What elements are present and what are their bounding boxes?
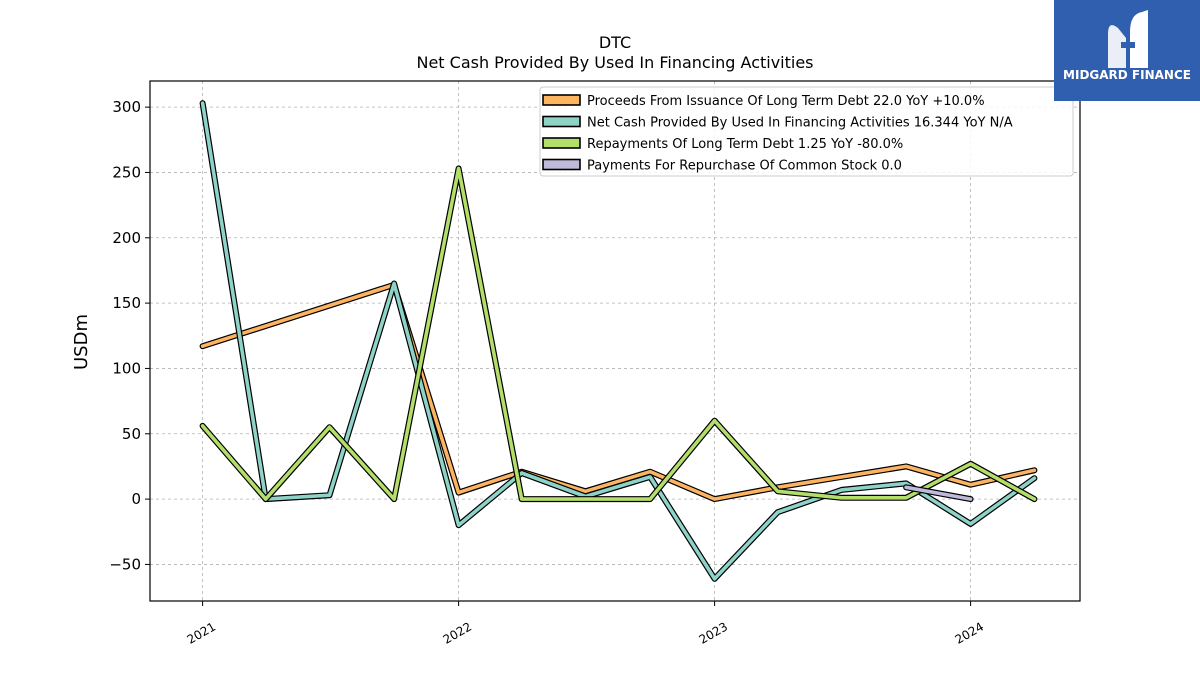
legend-label-1: Net Cash Provided By Used In Financing A…: [587, 116, 1013, 131]
chart-subtitle: Net Cash Provided By Used In Financing A…: [416, 53, 813, 72]
plot-frame: [149, 80, 1081, 602]
legend-swatch-3: [542, 158, 581, 171]
y-tick-label: 100: [112, 359, 141, 377]
y-tick-label: 0: [131, 490, 141, 508]
x-tick-label: 2021: [185, 619, 218, 646]
y-axis-label: USDm: [71, 314, 92, 370]
brand-name: MIDGARD FINANCE: [1063, 68, 1191, 82]
series-line-2: [200, 166, 1037, 501]
x-tick-label: 2024: [953, 619, 986, 646]
series-line-0: [200, 282, 1037, 501]
legend-swatch-2: [542, 137, 581, 149]
x-tick-label: 2022: [441, 619, 474, 646]
legend-label-3: Payments For Repurchase Of Common Stock …: [587, 159, 902, 174]
legend-label-0: Proceeds From Issuance Of Long Term Debt…: [587, 94, 985, 109]
series-lines: [199, 100, 1038, 582]
midgard-logo-icon: [1108, 10, 1148, 68]
x-tick-label: 2023: [697, 619, 730, 646]
y-tick-label: 50: [122, 425, 141, 443]
chart-title: DTC: [599, 33, 631, 52]
y-tick-label: 150: [112, 294, 141, 312]
series-outline-2: [199, 165, 1038, 503]
brand-logo: [1054, 0, 1200, 101]
y-tick-label: 200: [112, 229, 141, 247]
y-tick-label: 250: [112, 163, 141, 181]
legend-box: [539, 86, 1074, 177]
series-line-1: [200, 101, 1037, 581]
legend: Proceeds From Issuance Of Long Term Debt…: [539, 86, 1074, 177]
y-tick-label: −50: [109, 555, 141, 573]
legend-swatch-0: [542, 94, 581, 106]
legend-swatch-1: [542, 115, 581, 128]
y-tick-label: 300: [112, 98, 141, 116]
series-line-3: [904, 485, 973, 501]
legend-label-2: Repayments Of Long Term Debt 1.25 YoY -8…: [587, 137, 903, 152]
